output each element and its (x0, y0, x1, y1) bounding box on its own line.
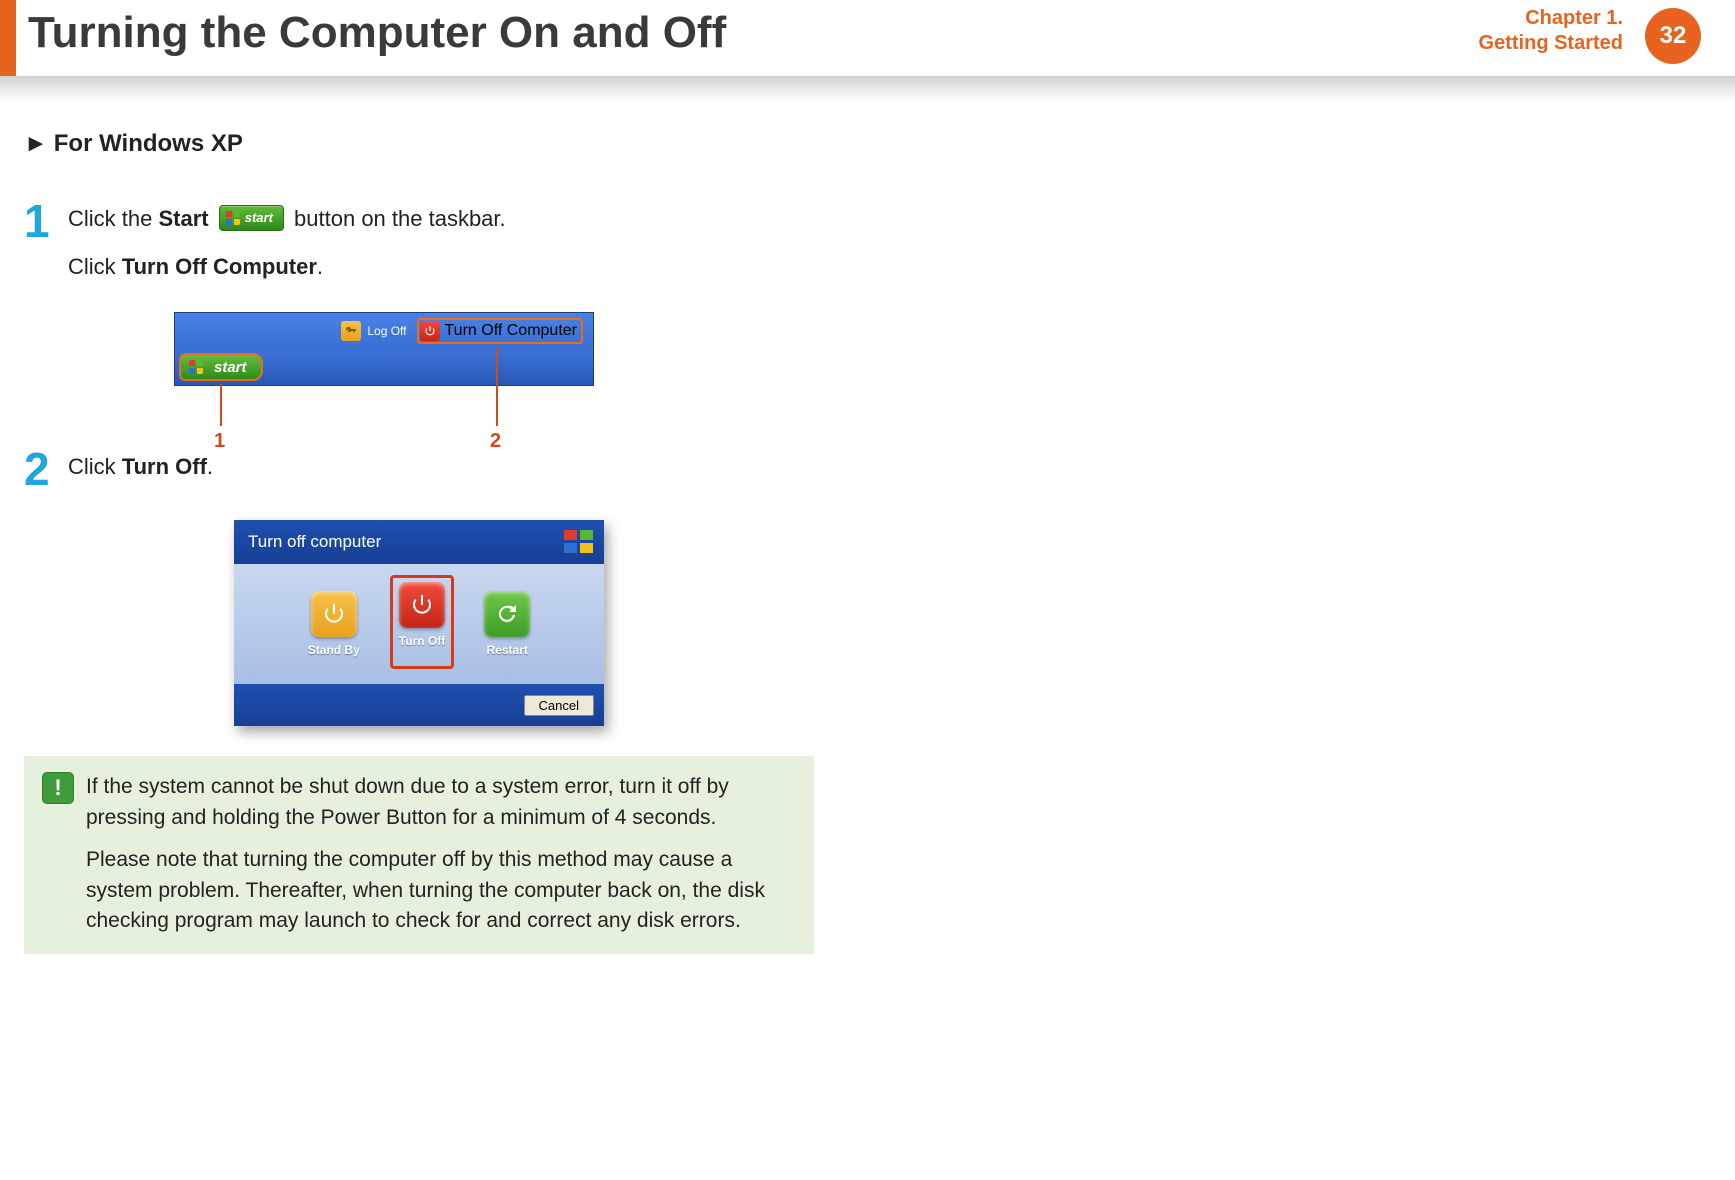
turnoff-computer-button[interactable]: Turn Off Computer (417, 318, 584, 344)
callout-number-1: 1 (214, 430, 225, 453)
callout-line-2 (496, 348, 498, 426)
header-accent-bar (0, 0, 16, 76)
step-2-body: Click Turn Off. (68, 446, 213, 484)
step-number: 1 (24, 198, 68, 244)
step-number: 2 (24, 446, 68, 492)
screenshot-taskbar: Log Off Turn Off Computer start 1 2 (174, 312, 594, 386)
power-icon (420, 321, 440, 341)
xp-start-button-inline: start (219, 205, 284, 231)
xp-start-inline-label: start (245, 208, 273, 228)
standby-option[interactable]: Stand By (308, 591, 360, 657)
windows-flag-icon (189, 360, 203, 374)
turnoff-option-label: Turn Off (399, 634, 445, 648)
windows-flag-icon (226, 211, 240, 225)
logoff-button[interactable]: Log Off (341, 321, 406, 341)
step2-bold: Turn Off (122, 454, 207, 479)
step-1-body: Click the Start start button on the task… (68, 198, 506, 284)
page-header: Turning the Computer On and Off Chapter … (0, 0, 1735, 80)
step1-text-a: Click the (68, 206, 158, 231)
section-subheading: ►For Windows XP (24, 130, 844, 158)
alert-icon: ! (42, 772, 74, 804)
step2-text-a: Click (68, 454, 122, 479)
arrow-icon: ► (24, 130, 48, 157)
step-2: 2 Click Turn Off. (24, 446, 844, 492)
xp-start-button[interactable]: start (179, 353, 263, 381)
restart-option[interactable]: Restart (484, 591, 530, 657)
note-paragraph-2: Please note that turning the computer of… (86, 845, 796, 936)
cancel-button[interactable]: Cancel (524, 695, 594, 716)
xp-menu-footer-row: Log Off Turn Off Computer (175, 313, 593, 349)
turnoff-option[interactable]: Turn Off (390, 575, 454, 669)
content-column: ►For Windows XP 1 Click the Start start … (24, 130, 844, 954)
turnoff-icon (399, 582, 445, 628)
callout-number-2: 2 (490, 430, 501, 453)
restart-icon (484, 591, 530, 637)
step1-text-c: button on the taskbar. (294, 206, 506, 231)
step2-text-c: . (207, 454, 213, 479)
header-shadow (0, 76, 1735, 102)
chapter-label: Chapter 1. Getting Started (1479, 6, 1623, 56)
logoff-label: Log Off (367, 324, 406, 338)
standby-icon (311, 591, 357, 637)
dialog-titlebar: Turn off computer (234, 520, 604, 564)
turnoff-label: Turn Off Computer (445, 322, 578, 340)
page-number-badge: 32 (1645, 8, 1701, 64)
chapter-line1: Chapter 1. (1479, 6, 1623, 31)
xp-start-label: start (214, 359, 247, 376)
note-text: If the system cannot be shut down due to… (86, 772, 796, 936)
page-title: Turning the Computer On and Off (28, 8, 726, 58)
restart-label: Restart (487, 643, 528, 657)
windows-flag-icon (564, 530, 594, 554)
step1-line2-c: . (317, 254, 323, 279)
screenshot-turnoff-dialog: Turn off computer Stand By Turn Off R (234, 520, 604, 726)
subheading-text: For Windows XP (54, 130, 243, 157)
chapter-line2: Getting Started (1479, 31, 1623, 56)
key-icon (341, 321, 361, 341)
callout-line-1 (220, 384, 222, 426)
xp-taskbar-panel: Log Off Turn Off Computer start (174, 312, 594, 386)
dialog-options-row: Stand By Turn Off Restart (234, 564, 604, 684)
dialog-title-text: Turn off computer (248, 532, 381, 552)
warning-note: ! If the system cannot be shut down due … (24, 756, 814, 954)
standby-label: Stand By (308, 643, 360, 657)
step1-line2-bold: Turn Off Computer (122, 254, 317, 279)
step-1: 1 Click the Start start button on the ta… (24, 198, 844, 284)
step1-bold-start: Start (158, 206, 208, 231)
step1-line2-a: Click (68, 254, 122, 279)
note-paragraph-1: If the system cannot be shut down due to… (86, 772, 796, 833)
dialog-footer: Cancel (234, 684, 604, 726)
xp-taskbar-row: start (175, 349, 593, 385)
